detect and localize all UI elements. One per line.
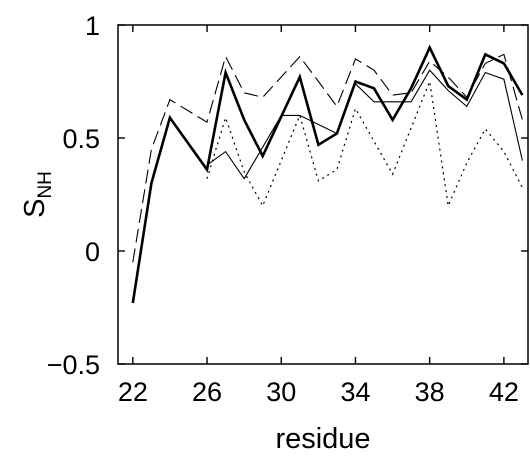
labels-layer: 22 26 30 34 38 42 1 0.5 0 −0.5: [47, 11, 519, 407]
y-axis-title: SNH: [19, 171, 56, 218]
series-line-dotted: [206, 79, 523, 208]
x-axis-title: residue: [275, 423, 370, 455]
x-tick-label: 34: [340, 377, 370, 407]
y-tick-label: 0.5: [62, 124, 100, 154]
series-line-thin-solid: [206, 69, 523, 180]
y-tick-label: 1: [85, 11, 100, 41]
series-line-dashed: [132, 53, 523, 263]
x-tick-label: 30: [266, 377, 296, 407]
y-axis-title-subscript: NH: [35, 171, 56, 198]
x-tick-label: 42: [489, 377, 519, 407]
y-tick-label: −0.5: [47, 350, 100, 380]
plot-frame: [117, 24, 529, 365]
ticks-layer: [118, 24, 528, 365]
x-tick-label: 38: [415, 377, 445, 407]
x-tick-label: 22: [118, 377, 148, 407]
series-layer: [131, 44, 524, 304]
x-tick-label: 26: [192, 377, 222, 407]
y-axis-title-main: S: [19, 199, 51, 218]
series-line-thick-solid: [131, 44, 524, 304]
y-tick-label: 0: [85, 237, 100, 267]
